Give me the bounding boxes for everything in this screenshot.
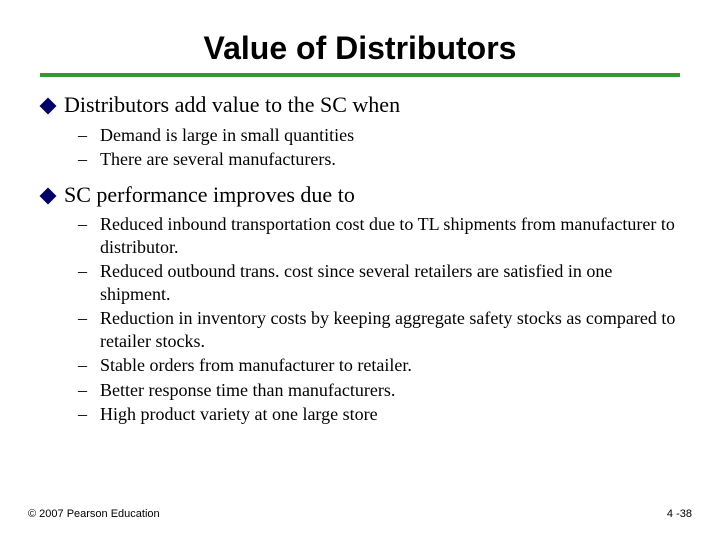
dash-icon: – <box>78 380 90 401</box>
slide-title: Value of Distributors <box>40 30 680 67</box>
sub-text: Better response time than manufacturers. <box>100 379 395 402</box>
diamond-icon <box>40 98 57 115</box>
footer-page-number: 4 -38 <box>667 508 692 520</box>
sub-text: High product variety at one large store <box>100 403 378 426</box>
sub-text: Reduction in inventory costs by keeping … <box>100 307 680 352</box>
sub-item: – High product variety at one large stor… <box>78 403 680 426</box>
title-underline <box>40 73 680 77</box>
sub-list: – Reduced inbound transportation cost du… <box>42 213 680 426</box>
sub-item: – Reduction in inventory costs by keepin… <box>78 307 680 352</box>
slide: Value of Distributors Distributors add v… <box>0 0 720 540</box>
sub-text: Stable orders from manufacturer to retai… <box>100 354 412 377</box>
dash-icon: – <box>78 261 90 282</box>
dash-icon: – <box>78 125 90 146</box>
bullet-text: Distributors add value to the SC when <box>64 91 400 120</box>
sub-item: – Better response time than manufacturer… <box>78 379 680 402</box>
sub-text: Reduced outbound trans. cost since sever… <box>100 260 680 305</box>
bullet-item: Distributors add value to the SC when <box>42 91 680 120</box>
sub-text: There are several manufacturers. <box>100 148 336 171</box>
sub-item: – Demand is large in small quantities <box>78 124 680 147</box>
sub-text: Demand is large in small quantities <box>100 124 354 147</box>
footer-copyright: © 2007 Pearson Education <box>28 508 160 520</box>
dash-icon: – <box>78 308 90 329</box>
sub-item: – Reduced outbound trans. cost since sev… <box>78 260 680 305</box>
sub-text: Reduced inbound transportation cost due … <box>100 213 680 258</box>
sub-list: – Demand is large in small quantities – … <box>42 124 680 171</box>
content-area: Distributors add value to the SC when – … <box>40 91 680 426</box>
bullet-text: SC performance improves due to <box>64 181 355 210</box>
dash-icon: – <box>78 214 90 235</box>
bullet-item: SC performance improves due to <box>42 181 680 210</box>
sub-item: – Reduced inbound transportation cost du… <box>78 213 680 258</box>
dash-icon: – <box>78 355 90 376</box>
diamond-icon <box>40 187 57 204</box>
sub-item: – Stable orders from manufacturer to ret… <box>78 354 680 377</box>
dash-icon: – <box>78 404 90 425</box>
dash-icon: – <box>78 149 90 170</box>
sub-item: – There are several manufacturers. <box>78 148 680 171</box>
